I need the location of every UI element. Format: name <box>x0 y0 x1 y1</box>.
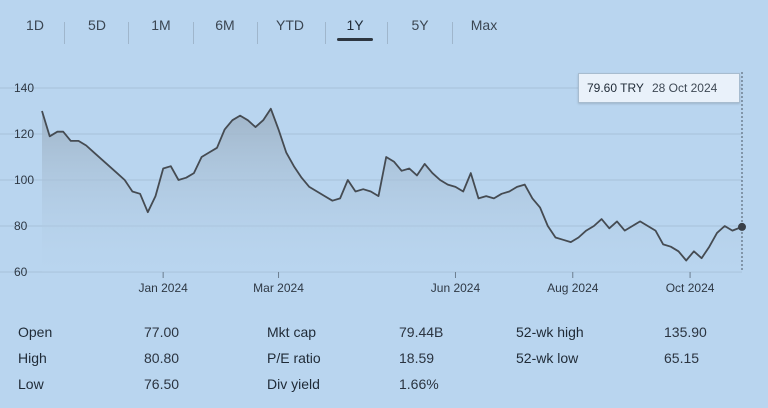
tab-1y[interactable]: 1Y <box>346 17 364 33</box>
x-tick-label: Jun 2024 <box>431 281 481 295</box>
range-tabs: 1D 5D 1M 6M YTD 1Y 5Y Max <box>0 10 520 44</box>
tooltip-price: 79.60 TRY <box>587 81 644 95</box>
tab-separator <box>387 22 388 44</box>
tab-5d[interactable]: 5D <box>88 17 106 33</box>
y-tick-label: 60 <box>14 265 28 279</box>
open-value: 77.00 <box>144 324 180 340</box>
52-wk-low-label: 52-wk low <box>516 350 579 366</box>
tab-ytd[interactable]: YTD <box>276 17 304 33</box>
52-wk-high-value: 135.90 <box>664 324 707 340</box>
low-value: 76.50 <box>144 376 180 392</box>
tab-6m[interactable]: 6M <box>215 17 235 33</box>
div-yield-label: Div yield <box>267 376 320 392</box>
selected-tab-indicator <box>337 38 373 41</box>
highlight-point-marker[interactable] <box>738 222 746 231</box>
52-wk-low-value: 65.15 <box>664 350 700 366</box>
tab-separator <box>452 22 453 44</box>
y-tick-label: 120 <box>14 127 34 141</box>
y-tick-label: 100 <box>14 173 34 187</box>
mkt-cap-label: Mkt cap <box>267 324 317 340</box>
y-tick-label: 80 <box>14 219 28 233</box>
tab-1d[interactable]: 1D <box>26 17 44 33</box>
tab-1m[interactable]: 1M <box>151 17 171 33</box>
tab-separator <box>128 22 129 44</box>
tab-separator <box>193 22 194 44</box>
high-value: 80.80 <box>144 350 180 366</box>
tooltip-date: 28 Oct 2024 <box>651 81 718 95</box>
price-chart[interactable]: Jan 2024 Mar 2024 Jun 2024 Aug 2024 Oct 2024… <box>0 60 768 300</box>
x-tick-label: Mar 2024 <box>253 281 304 295</box>
pe-ratio-value: 18.59 <box>399 350 435 366</box>
price-area-fill <box>42 108 742 272</box>
price-line <box>41 107 743 262</box>
pe-ratio-label: P/E ratio <box>267 350 321 366</box>
tab-separator <box>64 22 65 44</box>
52-wk-high-label: 52-wk high <box>516 324 584 340</box>
price-chart-svg: Jan 2024 Mar 2024 Jun 2024 Aug 2024 Oct 2024… <box>0 72 746 295</box>
tab-separator <box>325 22 326 44</box>
mkt-cap-value: 79.44B <box>399 324 444 340</box>
y-tick-label: 140 <box>14 81 34 95</box>
price-tooltip: 79.60 TRY 28 Oct 2024 <box>578 73 740 103</box>
div-yield-value: 1.66% <box>399 376 439 392</box>
tab-max[interactable]: Max <box>470 17 498 33</box>
low-label: Low <box>18 376 44 392</box>
x-tick-label: Aug 2024 <box>547 281 599 295</box>
key-stats: Open 77.00 High 80.80 Low 76.50 Mkt cap … <box>0 318 768 408</box>
x-tick-label: Oct 2024 <box>666 281 715 295</box>
tab-separator <box>257 22 258 44</box>
open-label: Open <box>18 324 53 340</box>
tab-5y[interactable]: 5Y <box>411 17 429 33</box>
high-label: High <box>18 350 47 366</box>
x-tick-label: Jan 2024 <box>138 281 188 295</box>
